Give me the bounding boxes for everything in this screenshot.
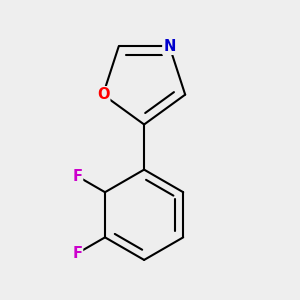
Text: O: O — [97, 87, 109, 102]
Text: N: N — [163, 39, 176, 54]
Text: F: F — [72, 246, 82, 261]
Text: F: F — [72, 169, 82, 184]
